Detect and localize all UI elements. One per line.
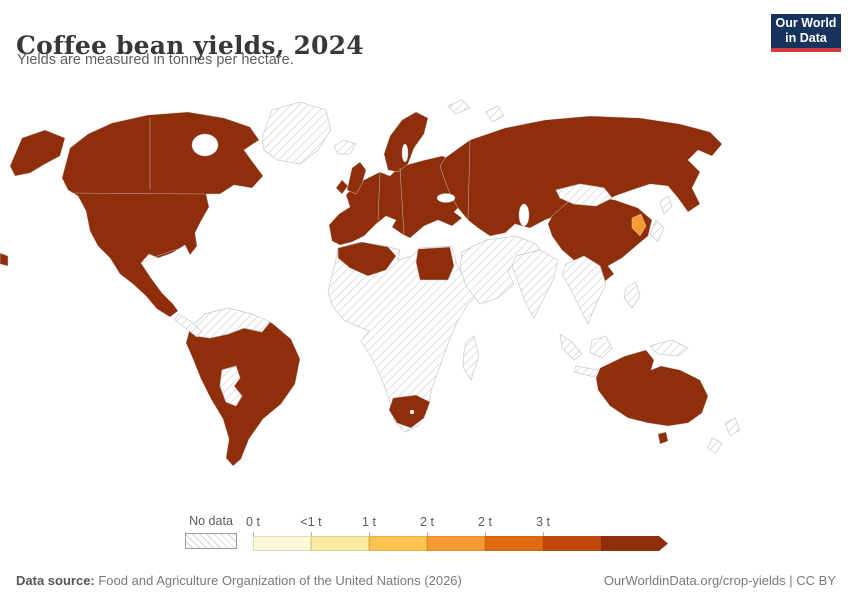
license-text: CC BY bbox=[796, 573, 836, 588]
owid-logo-line1: Our World bbox=[775, 16, 837, 30]
region-mongolia[interactable] bbox=[555, 183, 613, 207]
region-australia[interactable] bbox=[595, 349, 709, 427]
region-mainland-southeast-asia[interactable] bbox=[561, 255, 607, 325]
legend-bin-1[interactable]: <1 t bbox=[300, 515, 369, 551]
border-us-canada bbox=[69, 192, 206, 195]
data-source-text: Food and Agriculture Organization of the… bbox=[94, 573, 462, 588]
region-south-korea[interactable] bbox=[631, 213, 647, 237]
region-new-guinea[interactable] bbox=[649, 339, 689, 357]
map-legend: No data 0 t <1 t 1 t 2 t 2 t 3 t 3 t bbox=[0, 514, 850, 556]
border-europe-2 bbox=[399, 167, 405, 235]
region-middle-east[interactable] bbox=[459, 235, 545, 305]
region-java[interactable] bbox=[573, 365, 599, 378]
region-ireland[interactable] bbox=[335, 179, 349, 195]
legend-bin-3[interactable]: 2 t bbox=[420, 515, 485, 551]
chart-footer: Data source: Food and Agriculture Organi… bbox=[16, 573, 836, 588]
crop-yields-link[interactable]: OurWorldinData.org/crop-yields bbox=[603, 573, 786, 588]
region-japan-north[interactable] bbox=[659, 195, 673, 215]
region-new-zealand-north[interactable] bbox=[724, 417, 741, 437]
legend-bin-5[interactable]: 3 t bbox=[536, 515, 601, 551]
owid-logo-line2: in Data bbox=[785, 31, 827, 45]
baltic-sea bbox=[401, 143, 409, 163]
page-subtitle: Yields are measured in tonnes per hectar… bbox=[17, 52, 294, 68]
region-north-america[interactable] bbox=[61, 111, 264, 318]
region-borneo[interactable] bbox=[589, 335, 613, 359]
region-philippines[interactable] bbox=[623, 281, 641, 309]
region-new-zealand-south[interactable] bbox=[707, 437, 723, 454]
world-map-container bbox=[0, 90, 850, 510]
region-alaska[interactable] bbox=[9, 129, 66, 177]
data-source: Data source: Food and Agriculture Organi… bbox=[16, 573, 462, 588]
region-svalbard[interactable] bbox=[447, 99, 471, 115]
region-india[interactable] bbox=[511, 249, 559, 319]
region-south-africa[interactable] bbox=[388, 394, 431, 429]
footer-separator: | bbox=[785, 573, 797, 588]
hudson-bay bbox=[191, 133, 219, 157]
region-iceland[interactable] bbox=[333, 139, 357, 155]
footer-right: OurWorldinData.org/crop-yields | CC BY bbox=[604, 573, 836, 588]
region-central-america[interactable] bbox=[174, 313, 203, 338]
border-europe-russia bbox=[467, 139, 471, 221]
region-greenland[interactable] bbox=[261, 101, 332, 165]
legend-color-bar: 0 t <1 t 1 t 2 t 2 t 3 t 3 t bbox=[246, 515, 668, 551]
region-novaya-zemlya[interactable] bbox=[485, 105, 505, 123]
border-europe-1 bbox=[377, 171, 381, 221]
region-china[interactable] bbox=[547, 195, 653, 283]
region-japan-south[interactable] bbox=[649, 219, 665, 243]
black-sea bbox=[436, 193, 456, 203]
no-data-label: No data bbox=[189, 514, 233, 528]
region-scandinavia[interactable] bbox=[383, 111, 429, 173]
region-paraguay-uruguay[interactable] bbox=[219, 365, 243, 407]
caspian-sea bbox=[518, 203, 530, 227]
region-sumatra[interactable] bbox=[559, 333, 583, 361]
region-northern-south-america[interactable] bbox=[189, 307, 271, 339]
legend-bin-4[interactable]: 2 t bbox=[478, 515, 543, 551]
legend-bin-6[interactable]: 3 t bbox=[601, 536, 668, 551]
legend-no-data[interactable]: No data bbox=[185, 514, 237, 549]
legend-bin-0[interactable]: 0 t bbox=[246, 515, 311, 551]
world-map bbox=[0, 99, 741, 467]
border-us-mexico bbox=[140, 248, 179, 264]
legend-bin-2[interactable]: 1 t bbox=[362, 515, 427, 551]
data-source-label: Data source: bbox=[16, 573, 95, 588]
region-africa[interactable] bbox=[327, 241, 481, 433]
page-title: Coffee bean yields, 2024 bbox=[16, 30, 364, 60]
region-egypt[interactable] bbox=[415, 246, 455, 281]
region-morocco-algeria[interactable] bbox=[337, 241, 397, 277]
region-far-east-sliver[interactable] bbox=[0, 252, 9, 267]
region-russia-kazakhstan[interactable] bbox=[439, 115, 723, 237]
region-lesotho bbox=[409, 409, 415, 415]
owid-logo[interactable]: Our World in Data bbox=[771, 14, 841, 52]
region-tasmania[interactable] bbox=[657, 431, 669, 445]
region-madagascar[interactable] bbox=[462, 335, 480, 381]
region-united-kingdom[interactable] bbox=[346, 161, 367, 195]
no-data-swatch bbox=[185, 533, 237, 549]
